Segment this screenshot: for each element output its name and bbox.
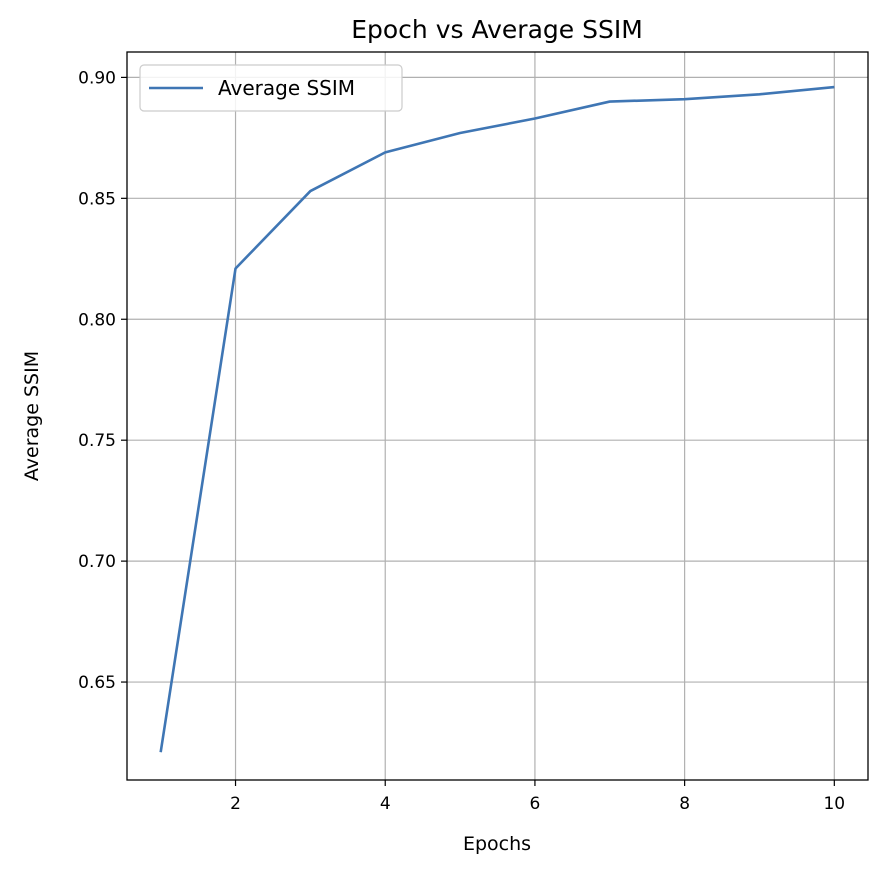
y-tick-label: 0.85 <box>78 189 116 209</box>
x-tick-label: 10 <box>823 794 845 814</box>
series-line-average-ssim <box>159 85 835 753</box>
x-tick-label: 8 <box>679 794 690 814</box>
y-tick-label: 0.65 <box>78 673 116 693</box>
legend-box <box>139 64 403 112</box>
y-tick-label: 0.75 <box>78 431 116 451</box>
plot-frame <box>126 51 869 781</box>
series-layer <box>159 85 835 753</box>
x-tick-label: 2 <box>230 794 241 814</box>
y-tick-label: 0.90 <box>78 68 116 88</box>
grid-lines <box>127 52 868 780</box>
axis-ticks: 2 4 6 8 10 0.65 0.70 0.75 0.80 0.85 0.90 <box>78 68 845 814</box>
x-tick-label: 4 <box>380 794 391 814</box>
y-tick-label: 0.80 <box>78 310 116 330</box>
legend: Average SSIM <box>139 64 403 112</box>
chart-title: Epoch vs Average SSIM <box>351 15 643 44</box>
y-axis-label: Average SSIM <box>21 351 43 481</box>
x-tick-label: 6 <box>530 794 541 814</box>
y-tick-label: 0.70 <box>78 552 116 572</box>
legend-label-average-ssim: Average SSIM <box>218 76 355 100</box>
x-axis-label: Epochs <box>463 833 531 855</box>
